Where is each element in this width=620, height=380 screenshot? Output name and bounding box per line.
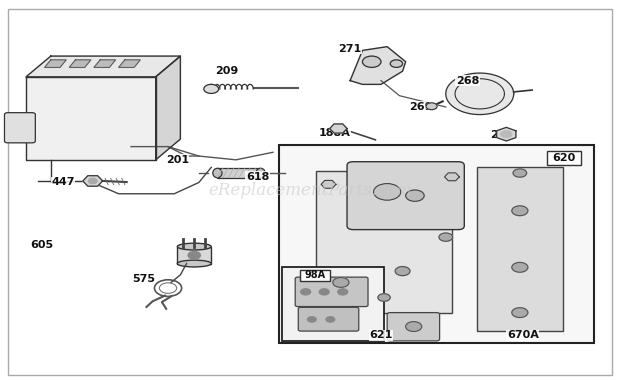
Circle shape [378,294,390,301]
Text: 575: 575 [132,274,155,283]
Text: 268: 268 [456,76,479,86]
Polygon shape [446,73,514,114]
Bar [177,247,211,264]
Circle shape [319,289,329,295]
Circle shape [512,263,528,272]
Text: 98A: 98A [304,270,326,280]
Ellipse shape [256,168,265,178]
Circle shape [512,206,528,216]
Text: 618: 618 [246,172,269,182]
Polygon shape [330,124,347,133]
FancyBboxPatch shape [295,277,368,307]
Polygon shape [69,60,91,67]
Text: 209: 209 [215,66,238,76]
Text: 670A: 670A [507,330,539,340]
Circle shape [390,60,402,67]
Text: 447: 447 [51,177,75,187]
Text: 201: 201 [166,155,189,165]
Text: 269: 269 [409,102,433,112]
Circle shape [426,103,437,110]
Circle shape [363,56,381,67]
Circle shape [333,277,349,287]
Polygon shape [118,60,140,67]
Circle shape [301,289,311,295]
Bar [300,269,330,281]
Circle shape [204,84,219,93]
Circle shape [395,267,410,276]
Polygon shape [94,60,115,67]
Text: 605: 605 [30,240,53,250]
Polygon shape [321,180,336,188]
Polygon shape [26,77,156,160]
Circle shape [374,184,401,200]
Polygon shape [156,56,180,160]
Polygon shape [45,60,66,67]
Bar [316,171,452,313]
Polygon shape [350,47,405,84]
Text: 621: 621 [370,330,392,340]
Text: 188A: 188A [319,128,351,138]
Circle shape [188,252,200,259]
Bar [477,167,563,331]
Circle shape [405,321,422,331]
FancyBboxPatch shape [387,313,440,341]
Polygon shape [497,127,516,141]
Text: 620: 620 [552,153,576,163]
Circle shape [512,308,528,318]
FancyBboxPatch shape [347,162,464,230]
Bar [279,145,594,343]
Circle shape [89,178,97,184]
Circle shape [439,233,453,241]
Bar [218,168,260,178]
Text: eReplacementParts.com: eReplacementParts.com [208,182,412,198]
Polygon shape [26,56,180,77]
Polygon shape [83,176,103,186]
Ellipse shape [177,260,211,267]
Circle shape [513,169,526,177]
Circle shape [308,317,316,322]
Circle shape [501,131,512,138]
Ellipse shape [177,243,211,250]
FancyBboxPatch shape [298,307,359,331]
Circle shape [338,289,348,295]
Ellipse shape [213,168,222,178]
Circle shape [405,190,424,201]
Text: 271: 271 [339,44,361,54]
Circle shape [326,317,335,322]
Bar [282,268,384,341]
Text: 270: 270 [490,130,513,140]
Polygon shape [445,173,459,181]
Bar [547,151,581,165]
FancyBboxPatch shape [4,112,35,143]
